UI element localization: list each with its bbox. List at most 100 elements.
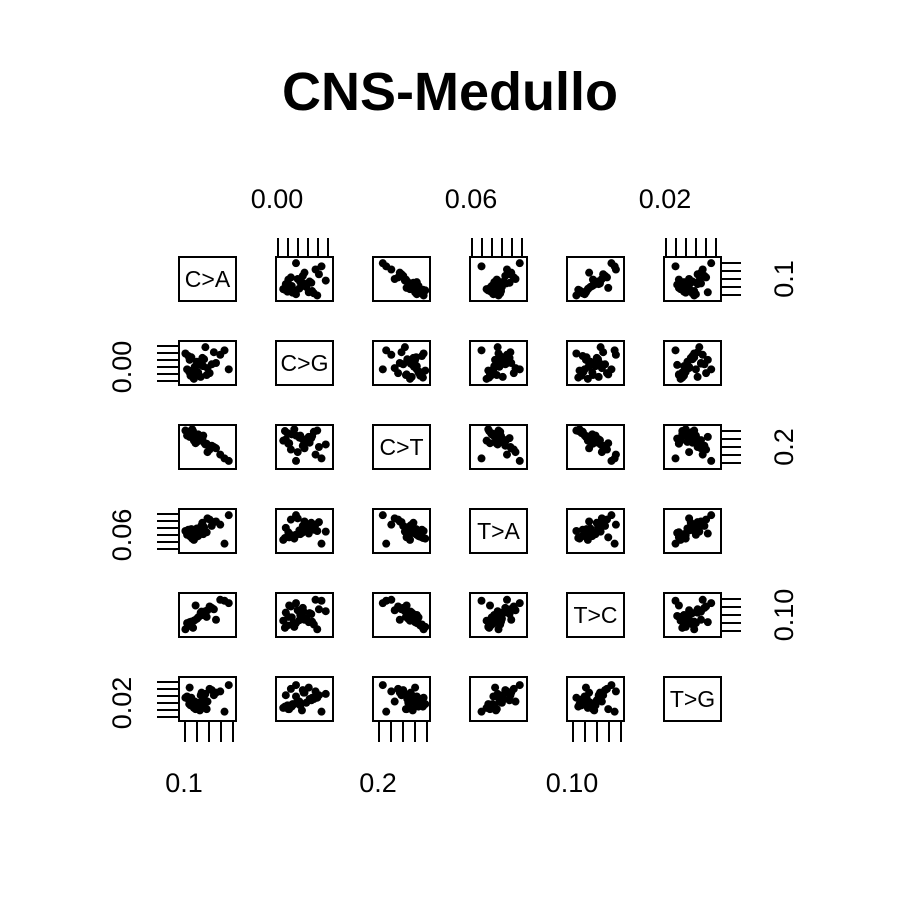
- data-point: [502, 688, 511, 697]
- data-point: [572, 527, 581, 535]
- panel-c-to-g-vs-t-to-g: [663, 340, 722, 386]
- data-point: [403, 695, 412, 703]
- data-point: [494, 625, 503, 634]
- data-point: [286, 684, 295, 693]
- data-point: [185, 531, 194, 540]
- data-point: [321, 527, 330, 536]
- data-point: [607, 456, 616, 465]
- data-point: [611, 450, 620, 459]
- data-point: [216, 450, 225, 459]
- data-point: [681, 531, 690, 540]
- panel-frame: [372, 340, 431, 386]
- data-point: [317, 454, 326, 463]
- data-point: [317, 539, 326, 548]
- data-point: [220, 539, 229, 548]
- data-point: [599, 270, 608, 279]
- panel-t-to-c-vs-t-to-c: T>C: [566, 592, 625, 638]
- data-point: [579, 700, 588, 709]
- data-point: [202, 612, 211, 621]
- data-point: [295, 697, 304, 706]
- data-point: [205, 684, 214, 693]
- data-point: [397, 270, 406, 279]
- data-point: [697, 521, 705, 530]
- data-point: [209, 691, 218, 700]
- data-point: [212, 615, 220, 624]
- data-point: [284, 528, 293, 537]
- data-point: [506, 443, 515, 451]
- data-point: [415, 531, 424, 540]
- data-point: [412, 525, 421, 534]
- data-point: [693, 443, 702, 451]
- data-point: [311, 595, 320, 604]
- data-point: [502, 359, 511, 368]
- panel-c-to-t-vs-c-to-a: [178, 424, 237, 470]
- data-point: [321, 607, 330, 616]
- data-point: [585, 268, 594, 277]
- data-point: [387, 265, 396, 274]
- data-point: [387, 687, 396, 696]
- data-point: [599, 348, 608, 357]
- data-point: [497, 432, 506, 441]
- panel-t-to-a-vs-t-to-g: [663, 508, 722, 554]
- panel-frame: [178, 256, 237, 302]
- data-point: [579, 367, 588, 376]
- data-point: [671, 454, 680, 463]
- panel-c-to-g-vs-t-to-a: [469, 340, 528, 386]
- panel-frame: [372, 256, 431, 302]
- panel-c-to-a-vs-t-to-c: [566, 256, 625, 302]
- data-point: [674, 528, 683, 537]
- panel-c-to-a-vs-c-to-g: [275, 256, 334, 302]
- tick-label-top: 0.00: [251, 184, 304, 214]
- data-point: [419, 349, 428, 358]
- data-point: [181, 349, 190, 358]
- data-point: [286, 602, 295, 611]
- panel-frame: [372, 508, 431, 554]
- data-point: [209, 443, 218, 451]
- data-point: [401, 528, 410, 537]
- data-point: [314, 270, 323, 279]
- panel-c-to-t-vs-t-to-a: [469, 424, 528, 470]
- panel-frame: [566, 256, 625, 302]
- panel-frame: [469, 676, 528, 722]
- panel-frame: [372, 424, 431, 470]
- data-point: [611, 520, 620, 529]
- data-point: [703, 432, 712, 441]
- data-point: [673, 360, 682, 369]
- data-point: [419, 693, 428, 702]
- data-point: [197, 688, 206, 697]
- data-point: [515, 365, 524, 374]
- data-point: [288, 429, 297, 438]
- data-point: [207, 360, 216, 369]
- data-point: [401, 371, 410, 380]
- data-point: [185, 683, 194, 692]
- panel-c-to-t-vs-t-to-g: [663, 424, 722, 470]
- data-point: [477, 454, 486, 463]
- data-point: [280, 623, 289, 632]
- data-point: [201, 343, 210, 352]
- data-point: [697, 359, 705, 368]
- data-point: [321, 440, 330, 449]
- data-point: [308, 617, 317, 626]
- data-point: [224, 599, 233, 608]
- panel-frame: [469, 592, 528, 638]
- data-point: [509, 369, 518, 378]
- data-point: [387, 350, 396, 359]
- data-point: [412, 353, 421, 362]
- data-point: [299, 436, 308, 445]
- data-point: [299, 607, 308, 616]
- data-point: [202, 439, 211, 448]
- data-point: [515, 599, 524, 608]
- data-point: [690, 625, 699, 634]
- data-point: [491, 683, 500, 692]
- data-point: [314, 605, 323, 614]
- data-point: [187, 617, 196, 626]
- data-point: [216, 687, 225, 696]
- data-point: [697, 279, 705, 288]
- data-point: [382, 539, 391, 548]
- data-point: [602, 684, 611, 693]
- data-point: [674, 371, 683, 380]
- data-point: [588, 439, 597, 448]
- data-point: [288, 620, 297, 629]
- data-point: [595, 436, 604, 445]
- data-point: [582, 693, 591, 702]
